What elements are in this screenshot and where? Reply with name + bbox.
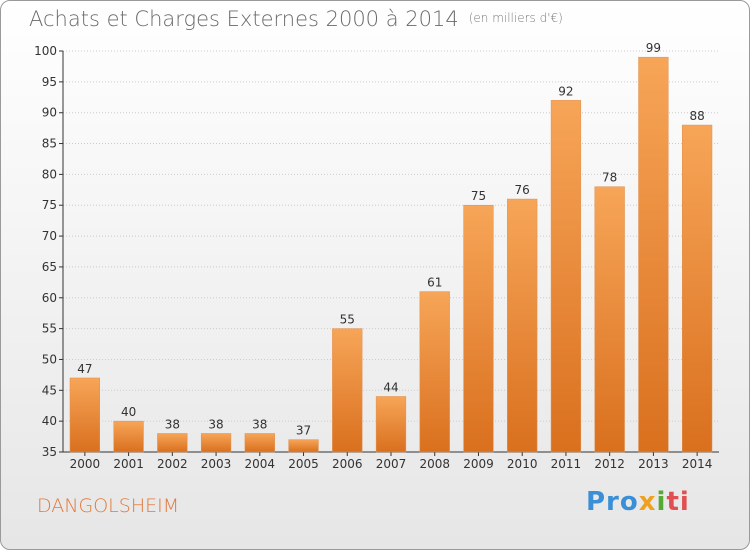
- y-tick-label: 50: [42, 352, 57, 366]
- bar: [200, 433, 232, 453]
- bar: [463, 204, 494, 453]
- logo-part-2: x: [638, 487, 657, 517]
- bar: [507, 198, 538, 453]
- x-tick-label: 2007: [376, 457, 407, 471]
- x-tick-label: 2006: [332, 457, 363, 471]
- y-tick-label: 35: [42, 445, 57, 459]
- x-tick-label: 2001: [113, 457, 144, 471]
- chart-title: Achats et Charges Externes 2000 à 2014 (e…: [29, 7, 563, 31]
- x-tick-label: 2011: [551, 457, 582, 471]
- x-tick-label: 2002: [157, 457, 188, 471]
- logo-part-3: i: [656, 487, 667, 517]
- x-tick-label: 2009: [463, 457, 494, 471]
- bar: [113, 420, 144, 453]
- x-tick-label: 2013: [638, 457, 669, 471]
- logo-part-1: Pro: [586, 487, 639, 517]
- bar-value-label: 92: [558, 84, 573, 98]
- y-tick-label: 90: [42, 106, 57, 120]
- chart-subtitle: (en milliers d'€): [468, 11, 563, 25]
- logo-part-4: ti: [666, 487, 690, 517]
- x-tick-label: 2008: [419, 457, 450, 471]
- bar-value-label: 37: [296, 424, 311, 438]
- bar: [419, 291, 450, 453]
- bar: [244, 433, 275, 453]
- x-tick-label: 2012: [594, 457, 625, 471]
- bar-value-label: 76: [515, 183, 530, 197]
- bar: [638, 56, 669, 453]
- y-tick-label: 40: [42, 414, 57, 428]
- bar-value-label: 88: [689, 109, 704, 123]
- bar-value-label: 47: [77, 362, 92, 376]
- bar-value-label: 40: [121, 405, 136, 419]
- x-tick-label: 2010: [507, 457, 538, 471]
- bar: [157, 433, 188, 453]
- bar-value-label: 99: [646, 41, 661, 55]
- bar: [332, 328, 363, 453]
- x-tick-label: 2014: [682, 457, 713, 471]
- y-tick-label: 45: [42, 383, 57, 397]
- y-tick-label: 80: [42, 167, 57, 181]
- bar-value-label: 78: [602, 171, 617, 185]
- y-tick-label: 70: [42, 229, 57, 243]
- bar-value-label: 38: [165, 417, 180, 431]
- y-tick-label: 95: [42, 75, 57, 89]
- proxiti-logo: Proxiti: [586, 487, 690, 517]
- x-tick-labels: 2000 2001 2002 2003 2004 2005 2006 2007 2008 2009…: [70, 457, 713, 471]
- bar-value-label: 38: [252, 417, 267, 431]
- x-tick-label: 2003: [201, 457, 232, 471]
- y-tick-label: 100: [34, 44, 57, 58]
- bar: [594, 186, 625, 453]
- x-tick-label: 2000: [70, 457, 101, 471]
- bar: [288, 439, 319, 453]
- y-tick-label: 60: [42, 291, 57, 305]
- bar-value-label: 61: [427, 276, 442, 290]
- bar: [682, 124, 713, 453]
- bar: [375, 396, 407, 453]
- bar-value-label: 75: [471, 189, 486, 203]
- y-tick-label: 55: [42, 322, 57, 336]
- bar: [550, 100, 582, 453]
- x-tick-label: 2004: [245, 457, 276, 471]
- commune-name: DANGOLSHEIM: [37, 495, 180, 517]
- y-tick-label: 85: [42, 137, 57, 151]
- y-tick-label: 75: [42, 198, 57, 212]
- y-tick-label: 65: [42, 260, 57, 274]
- bar-value-label: 55: [340, 313, 355, 327]
- bar-value-label: 44: [383, 380, 398, 394]
- chart-title-text: Achats et Charges Externes 2000 à 2014: [29, 7, 459, 31]
- bar: [69, 377, 100, 453]
- bars: 47 40 38 38 38 37 55 44 61 75 76 92 78 99 88: [69, 41, 713, 453]
- y-tick-labels: 35 40 45 50 55 60 65 70 75 80 85 90 95 100: [34, 44, 57, 459]
- bar-value-label: 38: [208, 417, 223, 431]
- x-tick-label: 2005: [288, 457, 319, 471]
